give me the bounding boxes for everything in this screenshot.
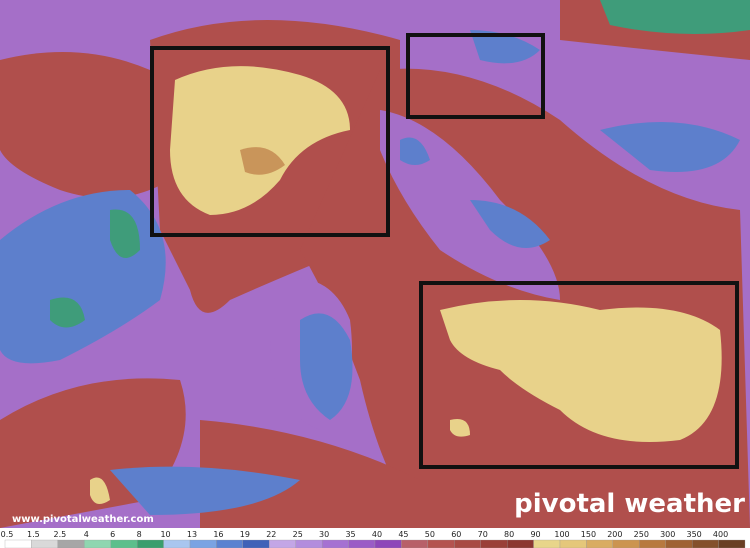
legend-label: 6: [110, 530, 115, 539]
legend-label: 25: [293, 530, 303, 539]
legend-label: 22: [266, 530, 276, 539]
highlight-boxes: [150, 33, 739, 469]
legend-label: 400: [713, 530, 728, 539]
legend-swatch: [691, 539, 719, 548]
legend-swatch: [110, 539, 138, 548]
legend-swatch: [639, 539, 666, 548]
legend-swatch: [57, 539, 85, 548]
legend-swatch: [163, 539, 191, 548]
legend-swatch: [506, 539, 534, 548]
legend-swatch: [665, 539, 693, 548]
legend-label: 350: [687, 530, 702, 539]
legend-label: 70: [478, 530, 488, 539]
legend-swatch: [559, 539, 587, 548]
legend-label: 2.5: [53, 530, 66, 539]
legend-swatch: [189, 539, 217, 548]
legend-label: 19: [240, 530, 250, 539]
legend-label: 4: [84, 530, 89, 539]
legend-label: 40: [372, 530, 382, 539]
legend-swatch: [427, 539, 455, 548]
legend-swatch: [480, 539, 508, 548]
logo: pivotal weather: [514, 489, 745, 519]
legend-label: 16: [213, 530, 223, 539]
legend: 0.5 1.5 2.5 4 6 8 10 13 16 19 22 25 30 35 40 45 50 60 70 80…: [1, 530, 746, 548]
legend-swatch: [612, 539, 640, 548]
legend-label: 0.5: [1, 530, 14, 539]
legend-label: 45: [398, 530, 408, 539]
legend-label: 50: [425, 530, 435, 539]
legend-swatch: [321, 539, 349, 548]
legend-swatch: [269, 539, 296, 548]
legend-swatch: [374, 539, 402, 548]
legend-label: 300: [660, 530, 675, 539]
legend-label: 13: [187, 530, 197, 539]
legend-label: 150: [581, 530, 596, 539]
legend-label: 1.5: [27, 530, 40, 539]
legend-swatch: [295, 539, 323, 548]
legend-swatch: [401, 539, 429, 548]
legend-label: 30: [319, 530, 329, 539]
legend-label: 200: [607, 530, 622, 539]
legend-swatch: [136, 539, 164, 548]
green-areas: [50, 0, 750, 328]
legend-swatch: [533, 539, 561, 548]
tan-area: [240, 147, 285, 175]
legend-swatch: [4, 539, 32, 548]
legend-swatch: [84, 539, 111, 548]
legend-swatch: [31, 539, 59, 548]
legend-swatch: [718, 539, 746, 548]
legend-label: 8: [137, 530, 142, 539]
legend-swatch: [242, 539, 270, 548]
legend-swatch: [216, 539, 244, 548]
legend-swatch: [586, 539, 614, 548]
legend-label: 100: [554, 530, 569, 539]
legend-label: 60: [451, 530, 461, 539]
legend-label: 10: [160, 530, 170, 539]
yellow-areas: [90, 66, 722, 504]
legend-label: 90: [530, 530, 540, 539]
legend-swatch: [454, 539, 481, 548]
legend-label: 80: [504, 530, 514, 539]
legend-label: 250: [634, 530, 649, 539]
legend-swatch: [348, 539, 376, 548]
legend-label: 35: [345, 530, 355, 539]
watermark: www.pivotalweather.com: [12, 514, 154, 525]
